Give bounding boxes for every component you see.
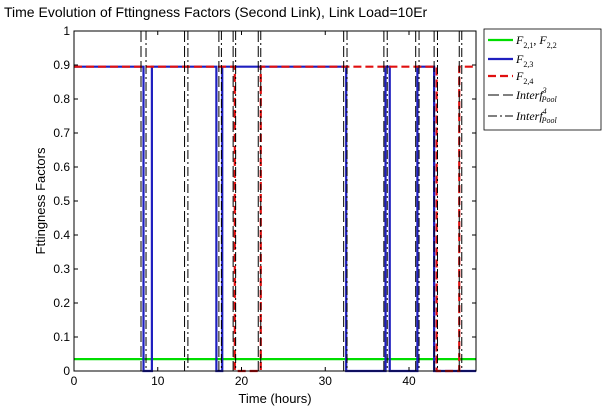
y-tick-label: 1 <box>63 24 70 38</box>
legend-label-1: F2,3 <box>515 52 533 69</box>
chart-title: Time Evolution of Fttingness Factors (Se… <box>4 4 428 20</box>
legend-label-3: Interf3 Pool <box>515 86 558 104</box>
legend-label-2: F2,4 <box>515 69 533 86</box>
y-tick-label: 0.1 <box>53 330 70 344</box>
y-axis: 0 0.1 0.2 0.3 0.4 0.5 0.6 0.7 0.8 0.9 1 <box>53 24 476 378</box>
legend-box <box>483 28 602 131</box>
x-tick-label: 0 <box>71 374 78 388</box>
x-tick-label: 20 <box>235 374 249 388</box>
x-axis: 0 10 20 30 40 <box>71 31 416 388</box>
y-tick-label: 0.3 <box>53 262 70 276</box>
legend-label-0: F2,1, F2,2 <box>515 33 557 50</box>
y-tick-label: 0 <box>63 364 70 378</box>
y-tick-label: 0.2 <box>53 296 70 310</box>
series-2-line <box>74 65 476 373</box>
y-tick-label: 0.9 <box>53 58 70 72</box>
x-tick-label: 10 <box>151 374 165 388</box>
y-tick-label: 0.7 <box>53 126 70 140</box>
y-axis-label: Fttingness Factors <box>33 147 48 254</box>
series-layer <box>74 31 476 373</box>
y-tick-label: 0.6 <box>53 160 70 174</box>
series-1-line <box>74 65 476 373</box>
y-tick-label: 0.8 <box>53 92 70 106</box>
y-tick-label: 0.5 <box>53 194 70 208</box>
x-tick-label: 40 <box>402 374 416 388</box>
y-tick-label: 0.4 <box>53 228 70 242</box>
x-tick-label: 30 <box>319 374 333 388</box>
legend-label-4: Interf4 Pool <box>515 107 558 125</box>
x-axis-label: Time (hours) <box>238 391 311 406</box>
